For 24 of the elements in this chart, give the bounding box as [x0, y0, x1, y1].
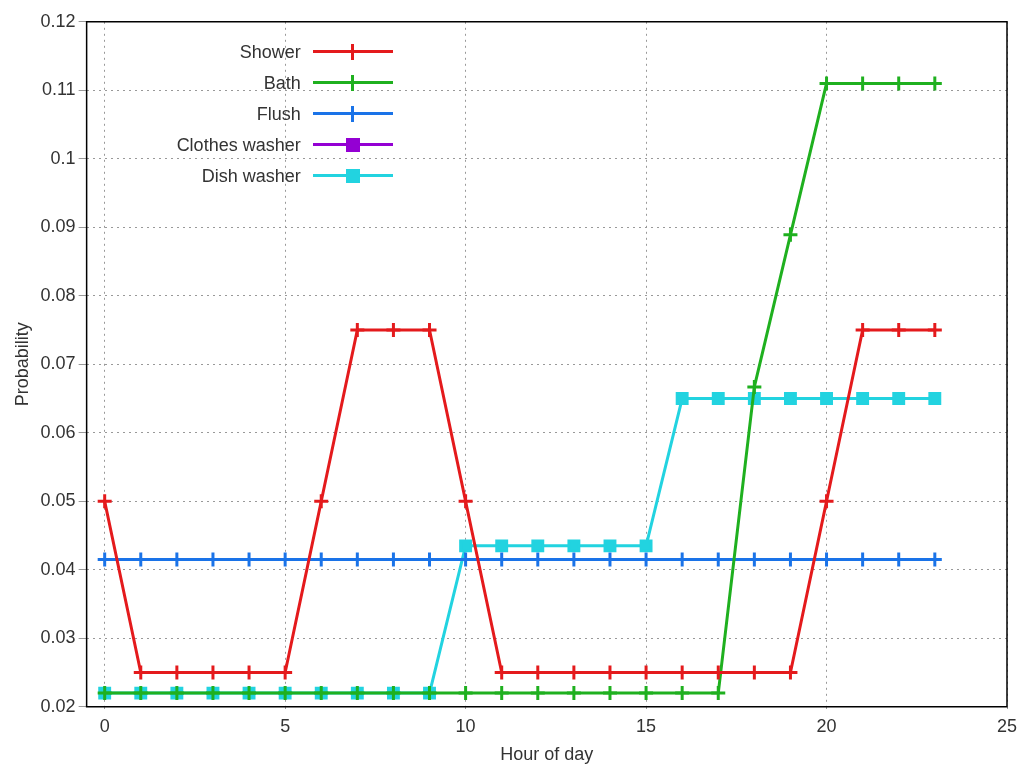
y-tick-label: 0.06 — [40, 421, 76, 442]
y-tick-label: 0.12 — [40, 10, 76, 31]
y-tick-label: 0.07 — [40, 353, 76, 374]
y-tick-label: 0.05 — [40, 490, 76, 511]
legend-label: Flush — [256, 103, 301, 125]
y-tick-label: 0.02 — [40, 695, 76, 716]
x-tick-label: 15 — [636, 715, 657, 736]
x-tick-label: 0 — [99, 715, 110, 736]
y-tick-label: 0.11 — [41, 79, 76, 100]
x-tick-label: 20 — [816, 715, 837, 736]
legend-label: Bath — [263, 72, 301, 94]
y-tick-label: 0.03 — [40, 627, 76, 648]
y-tick-label: 0.08 — [40, 284, 76, 305]
y-axis-title: Probability — [11, 322, 32, 407]
y-tick-label: 0.04 — [40, 558, 76, 579]
x-axis-title: Hour of day — [500, 744, 594, 765]
legend-label: Clothes washer — [176, 134, 301, 156]
y-tick-label: 0.09 — [40, 216, 76, 237]
x-tick-label: 5 — [280, 715, 291, 736]
legend-label: Dish washer — [201, 165, 301, 187]
x-tick-label: 25 — [996, 715, 1018, 736]
y-tick-label: 0.1 — [50, 147, 76, 168]
x-tick-label: 10 — [455, 715, 476, 736]
legend-label: Shower — [239, 41, 301, 63]
